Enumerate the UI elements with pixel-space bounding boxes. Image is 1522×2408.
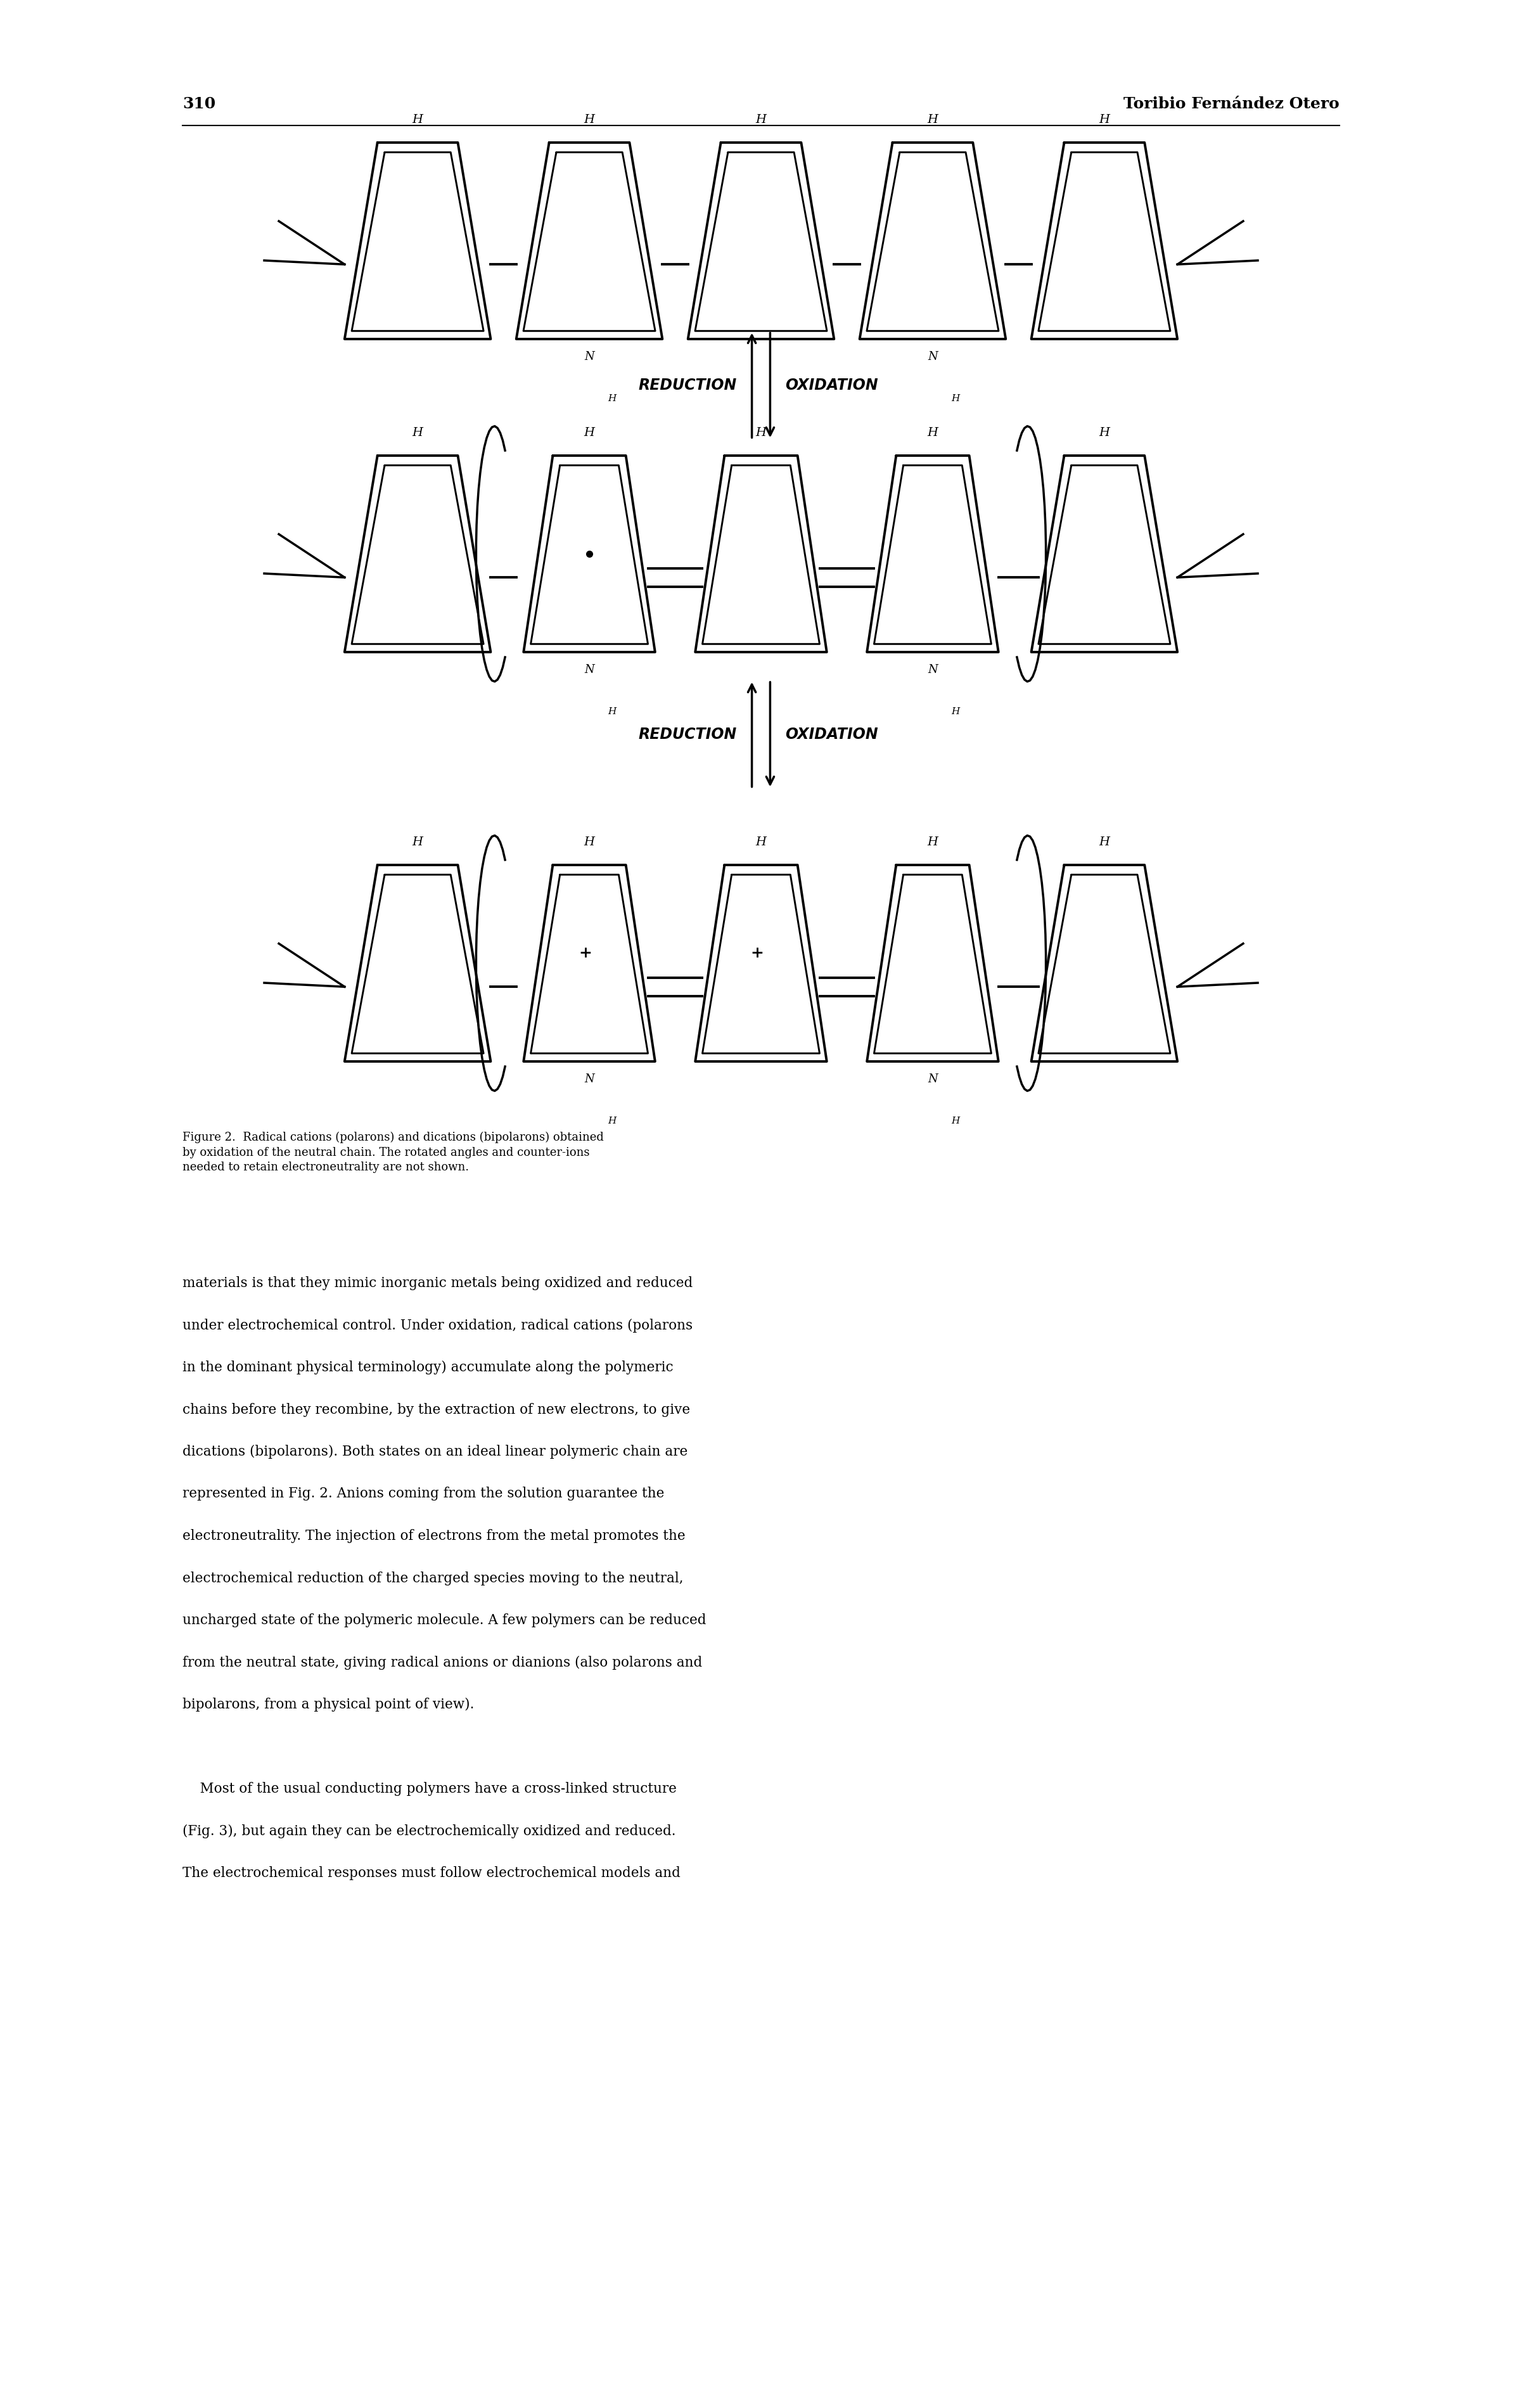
Text: Toribio Fernández Otero: Toribio Fernández Otero xyxy=(1123,96,1339,111)
Text: H: H xyxy=(412,113,423,125)
Text: uncharged state of the polymeric molecule. A few polymers can be reduced: uncharged state of the polymeric molecul… xyxy=(183,1613,706,1628)
Text: H: H xyxy=(412,836,423,848)
Text: H: H xyxy=(1099,426,1110,438)
Text: H: H xyxy=(1099,113,1110,125)
Text: H: H xyxy=(755,836,767,848)
Text: N: N xyxy=(928,665,938,677)
Text: H: H xyxy=(755,113,767,125)
Text: N: N xyxy=(584,1074,594,1086)
Text: H: H xyxy=(755,426,767,438)
Text: H: H xyxy=(951,708,959,715)
Text: REDUCTION: REDUCTION xyxy=(638,378,737,393)
Text: under electrochemical control. Under oxidation, radical cations (polarons: under electrochemical control. Under oxi… xyxy=(183,1320,693,1332)
Text: OXIDATION: OXIDATION xyxy=(785,378,878,393)
Text: H: H xyxy=(927,426,938,438)
Text: H: H xyxy=(607,395,616,402)
Text: REDUCTION: REDUCTION xyxy=(638,727,737,742)
Text: N: N xyxy=(584,665,594,677)
Text: Figure 2.  Radical cations (polarons) and dications (bipolarons) obtained
by oxi: Figure 2. Radical cations (polarons) and… xyxy=(183,1132,604,1173)
Text: H: H xyxy=(607,708,616,715)
Text: H: H xyxy=(927,113,938,125)
Text: materials is that they mimic inorganic metals being oxidized and reduced: materials is that they mimic inorganic m… xyxy=(183,1276,693,1291)
Text: bipolarons, from a physical point of view).: bipolarons, from a physical point of vie… xyxy=(183,1698,475,1712)
Text: H: H xyxy=(584,426,595,438)
Text: (Fig. 3), but again they can be electrochemically oxidized and reduced.: (Fig. 3), but again they can be electroc… xyxy=(183,1825,676,1837)
Text: H: H xyxy=(951,1117,959,1125)
Text: in the dominant physical terminology) accumulate along the polymeric: in the dominant physical terminology) ac… xyxy=(183,1361,673,1375)
Text: N: N xyxy=(928,1074,938,1086)
Text: H: H xyxy=(927,836,938,848)
Text: +: + xyxy=(578,946,592,961)
Text: H: H xyxy=(584,836,595,848)
Text: chains before they recombine, by the extraction of new electrons, to give: chains before they recombine, by the ext… xyxy=(183,1401,691,1416)
Text: from the neutral state, giving radical anions or dianions (also polarons and: from the neutral state, giving radical a… xyxy=(183,1657,702,1669)
Text: H: H xyxy=(412,426,423,438)
Text: represented in Fig. 2. Anions coming from the solution guarantee the: represented in Fig. 2. Anions coming fro… xyxy=(183,1488,665,1500)
Text: H: H xyxy=(584,113,595,125)
Text: N: N xyxy=(584,352,594,364)
Text: Most of the usual conducting polymers have a cross-linked structure: Most of the usual conducting polymers ha… xyxy=(183,1782,677,1796)
Text: N: N xyxy=(928,352,938,364)
Text: electroneutrality. The injection of electrons from the metal promotes the: electroneutrality. The injection of elec… xyxy=(183,1529,685,1544)
Text: The electrochemical responses must follow electrochemical models and: The electrochemical responses must follo… xyxy=(183,1866,680,1881)
Text: electrochemical reduction of the charged species moving to the neutral,: electrochemical reduction of the charged… xyxy=(183,1572,683,1584)
Text: H: H xyxy=(951,395,959,402)
Text: H: H xyxy=(607,1117,616,1125)
Text: dications (bipolarons). Both states on an ideal linear polymeric chain are: dications (bipolarons). Both states on a… xyxy=(183,1445,688,1459)
Text: OXIDATION: OXIDATION xyxy=(785,727,878,742)
Text: H: H xyxy=(1099,836,1110,848)
Text: 310: 310 xyxy=(183,96,216,111)
Text: +: + xyxy=(750,946,764,961)
